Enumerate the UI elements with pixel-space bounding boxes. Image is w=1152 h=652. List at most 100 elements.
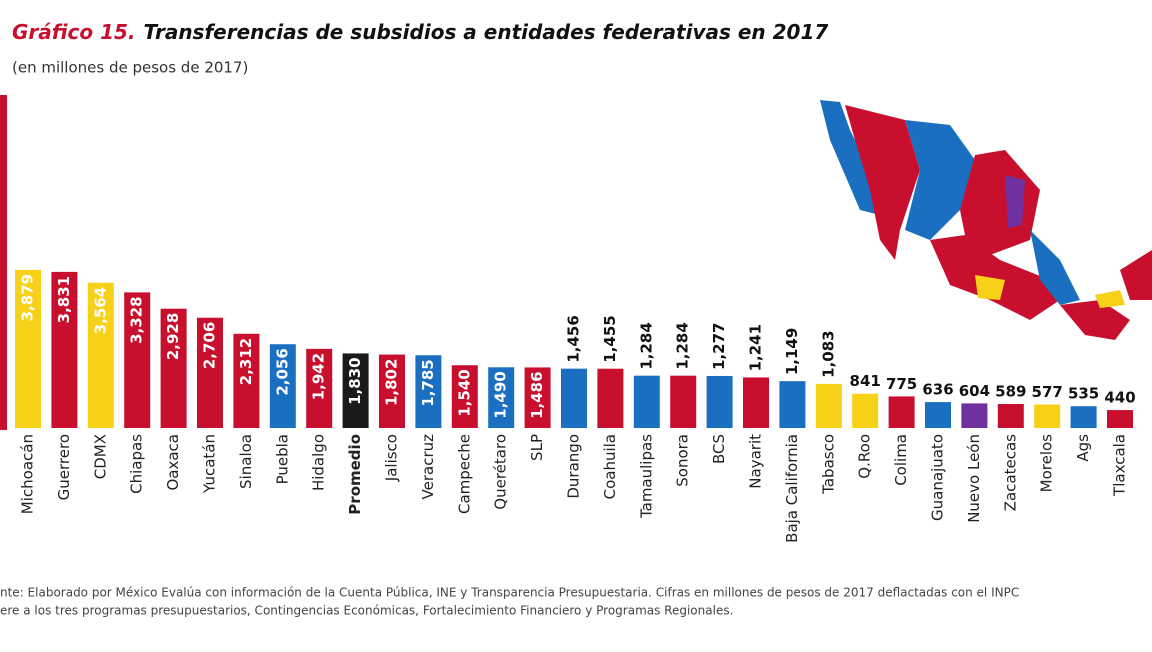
value-label: 1,284	[674, 322, 692, 369]
bar	[15, 269, 41, 428]
value-label: 440	[1104, 389, 1135, 407]
value-label: 3,879	[19, 274, 37, 321]
bar	[670, 375, 697, 428]
bar	[597, 368, 624, 428]
value-label: 535	[1068, 385, 1099, 403]
bar	[124, 292, 151, 428]
x-tick-label: Q.Roo	[856, 434, 874, 479]
value-label: 1,830	[346, 357, 364, 404]
value-label: 1,149	[783, 328, 801, 375]
x-tick-label: Sonora	[674, 434, 692, 487]
x-tick-label: Campeche	[455, 434, 473, 514]
bar	[815, 383, 842, 428]
bar	[87, 282, 114, 428]
map-region	[845, 105, 920, 260]
map-region	[960, 150, 1040, 255]
value-label: 1,785	[419, 359, 437, 406]
x-tick-label: CDMX	[91, 434, 109, 479]
x-tick-label: Jalisco	[383, 434, 401, 482]
footnote: nte: Elaborado por México Evalúa con inf…	[0, 586, 1019, 600]
x-tick-label: Durango	[565, 434, 583, 499]
chart-subtitle: (en millones de pesos de 2017)	[12, 59, 248, 77]
x-tick-label: Promedio	[346, 434, 364, 515]
map-region	[930, 235, 1060, 320]
map-region	[1005, 175, 1025, 228]
value-label: 2,928	[164, 313, 182, 360]
bar	[197, 317, 223, 428]
bar	[633, 375, 660, 428]
value-label: 604	[959, 382, 990, 400]
x-tick-label: Veracruz	[419, 434, 437, 500]
value-label: 1,802	[383, 359, 401, 406]
value-label: 577	[1032, 383, 1063, 401]
bar	[743, 377, 769, 428]
map-region	[905, 120, 975, 240]
value-label: 3,564	[91, 287, 109, 334]
map-region	[1120, 250, 1152, 300]
value-label: 775	[886, 375, 917, 393]
x-tick-label: Morelos	[1038, 434, 1056, 493]
x-tick-label: Querétaro	[492, 434, 510, 510]
value-label: 1,241	[747, 324, 765, 371]
bar	[160, 308, 187, 428]
value-label: 1,486	[528, 371, 546, 418]
x-tick-label: Michoacán	[19, 434, 37, 514]
x-tick-label: Nayarit	[747, 434, 765, 489]
x-tick-label: Guerrero	[55, 434, 73, 500]
value-label: 589	[995, 382, 1026, 400]
x-tick-label: Tlaxcala	[1111, 434, 1129, 497]
value-label: 3,328	[128, 296, 146, 343]
bar	[997, 403, 1024, 428]
bar	[488, 367, 515, 428]
map-region	[975, 275, 1005, 300]
value-label: 636	[922, 381, 953, 399]
bar	[1107, 410, 1133, 428]
value-label: 841	[850, 372, 881, 390]
bar	[269, 344, 296, 428]
value-label: 1,490	[492, 371, 510, 418]
map-region	[1030, 230, 1080, 305]
value-label: 1,284	[637, 322, 655, 369]
x-tick-label: Hidalgo	[310, 434, 328, 491]
x-tick-label: Colima	[892, 434, 910, 486]
value-label: 1,456	[565, 315, 583, 362]
x-tick-label: Oaxaca	[164, 434, 182, 491]
value-label: 1,455	[601, 315, 619, 362]
footnote: ere a los tres programas presupuestarios…	[0, 604, 733, 618]
x-tick-label: Baja California	[783, 434, 801, 543]
bar	[1070, 406, 1097, 428]
value-label: 1,942	[310, 353, 328, 400]
value-label: 2,312	[237, 338, 255, 385]
value-label: 1,540	[455, 369, 473, 416]
bar	[888, 396, 915, 428]
bar	[306, 348, 333, 428]
x-tick-label: Sinaloa	[237, 434, 255, 489]
x-tick-label: Yucatán	[201, 434, 219, 494]
x-tick-label: Zacatecas	[1001, 434, 1019, 511]
value-label: 3,831	[55, 276, 73, 323]
bar	[961, 403, 988, 428]
bar	[852, 393, 879, 428]
bar	[51, 271, 78, 428]
x-tick-label: Chiapas	[128, 434, 146, 494]
x-tick-label: Coahuila	[601, 434, 619, 499]
bar	[451, 365, 478, 428]
bar	[233, 333, 260, 428]
x-tick-label: SLP	[528, 434, 546, 461]
x-tick-label: Puebla	[273, 434, 291, 484]
value-label: 1,083	[819, 330, 837, 377]
bar	[415, 355, 442, 428]
value-label: 1,277	[710, 323, 728, 370]
bar	[524, 367, 551, 428]
map-region	[820, 100, 880, 215]
x-tick-label: Tabasco	[819, 434, 837, 495]
bar	[342, 353, 369, 428]
bar	[779, 381, 806, 428]
x-tick-label: Tamaulipas	[637, 434, 655, 519]
bar	[379, 354, 405, 428]
map	[820, 100, 1152, 340]
x-tick-label: Nuevo León	[965, 434, 983, 523]
x-tick-label: Ags	[1074, 434, 1092, 462]
